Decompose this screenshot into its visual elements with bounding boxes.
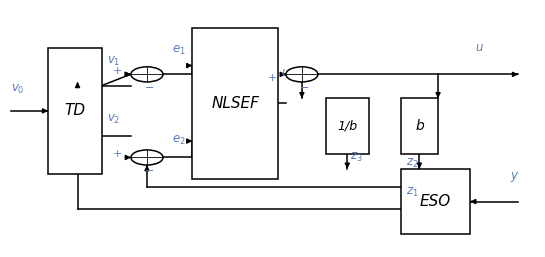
Circle shape (286, 67, 318, 82)
Text: NLSEF: NLSEF (211, 96, 259, 111)
Text: $u$: $u$ (475, 41, 485, 54)
Text: +: + (268, 73, 277, 83)
Text: ESO: ESO (420, 194, 451, 209)
Text: $u_0$: $u_0$ (281, 68, 295, 81)
Text: TD: TD (64, 103, 86, 118)
Bar (192, 28, 278, 179)
Text: $z_3$: $z_3$ (350, 151, 362, 164)
Text: b: b (415, 119, 424, 133)
Text: $e_1$: $e_1$ (172, 44, 186, 57)
Text: −: − (145, 83, 154, 93)
Text: 1/b: 1/b (337, 120, 358, 132)
Text: $z_2$: $z_2$ (406, 157, 419, 170)
Text: $z_1$: $z_1$ (406, 186, 419, 199)
Bar (326, 98, 368, 154)
Bar (401, 169, 470, 234)
Text: $v_0$: $v_0$ (11, 83, 25, 96)
Circle shape (131, 67, 163, 82)
Text: +: + (113, 66, 122, 76)
Bar (48, 48, 101, 174)
Text: −: − (300, 83, 309, 93)
Text: −: − (145, 166, 154, 176)
Bar (401, 98, 438, 154)
Text: $v_1$: $v_1$ (107, 55, 120, 68)
Text: +: + (113, 149, 122, 159)
Circle shape (131, 150, 163, 165)
Text: $y$: $y$ (510, 170, 519, 184)
Text: $v_2$: $v_2$ (107, 113, 120, 126)
Text: $e_2$: $e_2$ (172, 134, 186, 148)
